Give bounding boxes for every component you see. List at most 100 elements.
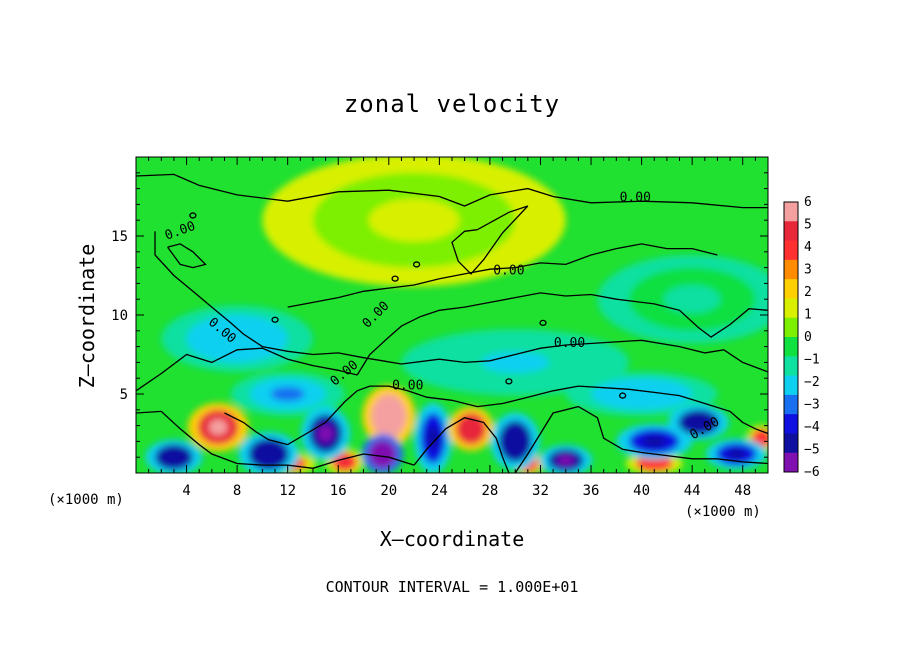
- x-tick-label: 40: [633, 483, 650, 499]
- zero-contour-line: [136, 173, 768, 209]
- zero-contour-islet: [539, 319, 547, 327]
- zero-contour-islet: [189, 212, 197, 219]
- colorbar-tick-label: −1: [804, 353, 820, 368]
- field-core: [557, 455, 574, 466]
- y-tick-label: 5: [120, 387, 128, 403]
- contour-label: 0.00: [493, 263, 524, 278]
- colorbar-frame: [783, 201, 799, 473]
- x-tick-label: 8: [233, 483, 241, 499]
- y-tick-label: 15: [111, 229, 128, 245]
- contour-label: 0.00: [392, 379, 423, 394]
- field-core: [259, 446, 278, 462]
- colorbar-tick-label: −6: [804, 465, 820, 480]
- colorbar-tick-label: −2: [804, 375, 820, 390]
- x-tick-label: 44: [684, 483, 701, 499]
- colorbar: 6 5 4 3 2 1 0 −1 −2 −3 −4 −5 −6: [783, 195, 820, 480]
- x-tick-label: 36: [583, 483, 600, 499]
- zero-contour-line: [136, 410, 415, 469]
- colorbar-swatch: [784, 240, 798, 261]
- field-core: [270, 386, 305, 402]
- contour-label: 0.00: [554, 336, 585, 351]
- colorbar-tick-label: −4: [804, 420, 820, 435]
- y-tick-label: 10: [111, 308, 128, 324]
- field-core: [209, 419, 228, 436]
- field-core: [618, 386, 665, 402]
- field-core: [427, 426, 439, 450]
- field-core: [368, 198, 460, 242]
- zero-contour-line: [451, 205, 529, 275]
- zero-contour-line: [287, 243, 718, 308]
- field-core: [464, 421, 478, 436]
- zero-contour-line: [136, 347, 358, 392]
- field-core: [757, 433, 767, 443]
- zero-contour-islet: [391, 275, 399, 282]
- x-tick-label: 24: [431, 483, 448, 499]
- colorbar-tick-label: 6: [804, 195, 812, 210]
- x-tick-label: 32: [532, 483, 549, 499]
- chart-title: zonal velocity: [344, 90, 560, 118]
- contour-interval-note: CONTOUR INTERVAL = 1.000E+01: [326, 578, 579, 596]
- x-tick-label: 48: [734, 483, 751, 499]
- zero-contour-line: [224, 385, 768, 446]
- colorbar-tick-label: 1: [804, 308, 812, 323]
- colorbar-tick-label: 4: [804, 240, 812, 255]
- zero-contour-layer: [136, 173, 768, 473]
- field-layer: [145, 157, 768, 473]
- zero-contour-line: [356, 292, 768, 376]
- colorbar-swatch: [784, 298, 798, 319]
- colorbar-swatch: [784, 356, 798, 377]
- field-core: [318, 424, 333, 443]
- field-core: [507, 432, 523, 451]
- field-core: [645, 459, 663, 468]
- x-unit-right: (×1000 m): [685, 504, 761, 520]
- field-core: [689, 416, 708, 429]
- colorbar-swatch: [784, 375, 798, 396]
- x-unit-left: (×1000 m): [48, 492, 124, 508]
- field-core: [376, 447, 389, 461]
- field-core: [380, 406, 397, 427]
- colorbar-swatch: [784, 221, 798, 242]
- zero-contour-line: [167, 243, 207, 269]
- colorbar-swatch: [784, 337, 798, 357]
- colorbar-tick-label: 5: [804, 218, 812, 233]
- colorbar-swatch: [784, 433, 798, 454]
- zero-contour-islet: [618, 392, 627, 399]
- zero-contour-line: [514, 405, 768, 473]
- field-core: [642, 435, 666, 448]
- x-tick-label: 28: [481, 483, 498, 499]
- x-tick-label: 16: [330, 483, 347, 499]
- field-core: [727, 449, 746, 460]
- zero-contour-islet: [412, 261, 421, 268]
- field-core: [481, 351, 550, 374]
- colorbar-swatch: [784, 394, 798, 415]
- x-axis-title: X—coordinate: [380, 527, 525, 551]
- colorbar-tick-label: −3: [804, 398, 820, 413]
- x-tick-label: 4: [182, 483, 190, 499]
- colorbar-swatch: [784, 202, 798, 222]
- colorbar-tick-label: 3: [804, 263, 812, 278]
- colorbar-swatch: [784, 317, 798, 338]
- colorbar-tick-label: 0: [804, 330, 812, 345]
- field-core: [663, 284, 721, 314]
- colorbar-swatch: [784, 259, 798, 280]
- x-tick-label: 12: [279, 483, 296, 499]
- colorbar-swatch: [784, 279, 798, 299]
- x-tick-label: 20: [380, 483, 397, 499]
- y-axis-title: Z—coordinate: [75, 244, 99, 389]
- field-core: [214, 328, 260, 350]
- field-core: [165, 451, 183, 463]
- colorbar-swatch: [784, 414, 798, 434]
- zero-contour-islet: [271, 316, 279, 323]
- zero-contour-line: [413, 417, 510, 473]
- zero-contour-line: [154, 231, 768, 373]
- zero-contour-islet: [505, 378, 513, 385]
- contour-label: 0.00: [620, 191, 651, 206]
- colorbar-swatch: [784, 452, 798, 473]
- y-axis-ticks: 5 10 15: [111, 172, 768, 458]
- colorbar-tick-label: −5: [804, 443, 820, 458]
- colorbar-tick-label: 2: [804, 285, 812, 300]
- x-axis-ticks: 4 8 12 16 20 24 28 32 36 40 44 48: [148, 157, 756, 499]
